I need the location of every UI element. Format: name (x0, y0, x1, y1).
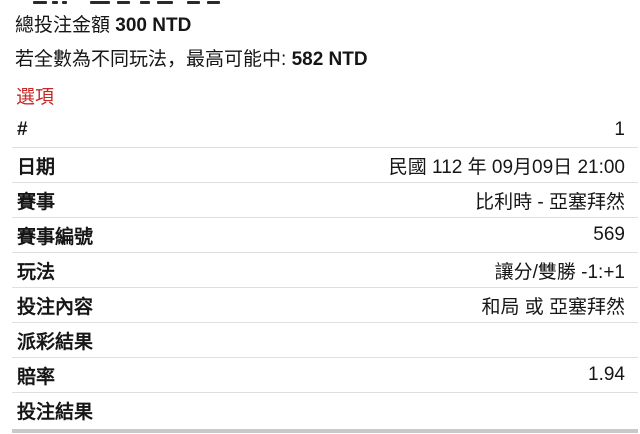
table-row-bet-content: 投注內容 和局 或 亞塞拜然 (12, 288, 638, 323)
row-value: 讓分/雙勝 -1:+1 (494, 261, 625, 283)
table-row-bet-result: 投注結果 (12, 393, 638, 428)
table-row-number: # 1 (12, 113, 638, 148)
table-row-play-type: 玩法 讓分/雙勝 -1:+1 (12, 253, 638, 288)
clipped-text-remnant (0, 1, 640, 5)
row-label: 賽事 (17, 191, 56, 213)
row-value: 和局 或 亞塞拜然 (481, 296, 625, 318)
row-label: 賽事編號 (17, 226, 94, 248)
row-label: 投注內容 (17, 296, 94, 318)
max-possible-win-label: 若全數為不同玩法，最高可能中: (15, 49, 292, 70)
row-label: 投注結果 (17, 402, 94, 423)
row-value: 1.94 (588, 364, 625, 385)
row-value: 比利時 - 亞塞拜然 (475, 191, 625, 213)
row-value: 民國 112 年 09月09日 21:00 (388, 156, 625, 178)
row-value: 1 (614, 119, 625, 140)
table-row-odds: 賠率 1.94 (12, 358, 638, 393)
row-label: 賠率 (17, 366, 56, 388)
row-label: 日期 (17, 156, 56, 178)
row-label: # (17, 119, 28, 140)
total-bet-amount-value: 300 NTD (115, 15, 192, 36)
row-label: 派彩結果 (17, 331, 94, 353)
row-value: 569 (593, 224, 625, 245)
max-possible-win-line: 若全數為不同玩法，最高可能中: 582 NTD (15, 44, 368, 71)
max-possible-win-value: 582 NTD (291, 49, 368, 70)
total-bet-amount-line: 總投注金額 300 NTD (15, 10, 191, 37)
table-row-match-number: 賽事編號 569 (12, 218, 638, 253)
row-label: 玩法 (17, 261, 56, 283)
section-title-options: 選項 (16, 87, 55, 108)
table-row-date: 日期 民國 112 年 09月09日 21:00 (12, 148, 638, 183)
total-bet-amount-label: 總投注金額 (15, 15, 116, 36)
table-row-match: 賽事 比利時 - 亞塞拜然 (12, 183, 638, 218)
section-divider (12, 429, 638, 433)
bet-detail-table: # 1 日期 民國 112 年 09月09日 21:00 賽事 比利時 - 亞塞… (0, 113, 640, 428)
table-row-payout-result: 派彩結果 (12, 323, 638, 358)
